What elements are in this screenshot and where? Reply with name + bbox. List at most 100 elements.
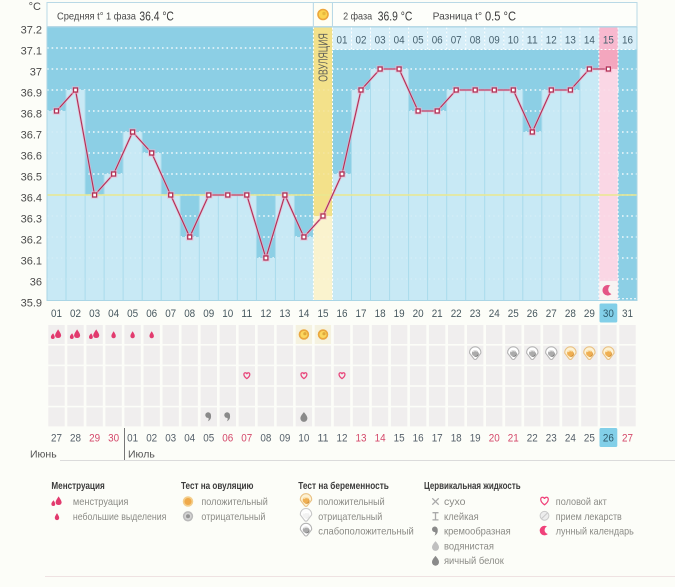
svg-text:кремообразная: кремообразная — [444, 526, 511, 538]
svg-text:37.2: 37.2 — [21, 25, 42, 37]
svg-text:положительный: положительный — [318, 496, 385, 508]
svg-text:24: 24 — [565, 432, 576, 444]
svg-text:36.7: 36.7 — [21, 130, 42, 142]
svg-text:14: 14 — [584, 35, 595, 47]
svg-text:05: 05 — [127, 308, 138, 320]
svg-text:15: 15 — [318, 308, 329, 320]
svg-text:23: 23 — [546, 432, 557, 444]
svg-text:°C: °C — [29, 1, 41, 13]
svg-text:10: 10 — [508, 35, 519, 47]
svg-text:2 фаза: 2 фаза — [343, 11, 372, 23]
svg-text:23: 23 — [470, 308, 481, 320]
svg-text:07: 07 — [165, 308, 176, 320]
svg-text:06: 06 — [146, 308, 157, 320]
svg-text:11: 11 — [241, 308, 252, 320]
svg-text:36.2: 36.2 — [21, 235, 42, 247]
svg-text:08: 08 — [470, 35, 481, 47]
svg-text:05: 05 — [203, 432, 214, 444]
svg-text:36: 36 — [30, 277, 42, 289]
svg-text:14: 14 — [375, 432, 386, 444]
svg-text:22: 22 — [527, 432, 538, 444]
svg-text:половой акт: половой акт — [556, 496, 607, 508]
svg-text:25: 25 — [584, 432, 595, 444]
svg-text:Средняя t° 1 фаза: Средняя t° 1 фаза — [57, 11, 136, 23]
svg-text:30: 30 — [108, 432, 119, 444]
svg-text:15: 15 — [603, 35, 614, 47]
svg-text:07: 07 — [451, 35, 462, 47]
svg-text:04: 04 — [108, 308, 119, 320]
svg-text:03: 03 — [89, 308, 100, 320]
svg-text:Тест на беременность: Тест на беременность — [298, 480, 389, 492]
svg-text:24: 24 — [489, 308, 500, 320]
svg-text:водянистая: водянистая — [444, 540, 494, 552]
svg-text:20: 20 — [413, 308, 424, 320]
svg-text:14: 14 — [298, 308, 309, 320]
svg-text:19: 19 — [470, 432, 481, 444]
svg-text:29: 29 — [584, 308, 595, 320]
svg-text:27: 27 — [51, 432, 62, 444]
svg-text:менструация: менструация — [73, 496, 128, 508]
svg-text:Июнь: Июнь — [30, 449, 57, 461]
svg-text:сухо: сухо — [444, 496, 466, 508]
svg-text:36.4 °C: 36.4 °C — [139, 9, 174, 24]
svg-text:22: 22 — [451, 308, 462, 320]
svg-text:Тест на овуляцию: Тест на овуляцию — [181, 480, 253, 492]
svg-text:отрицательный: отрицательный — [201, 511, 265, 523]
svg-text:25: 25 — [508, 308, 519, 320]
svg-text:27: 27 — [622, 432, 633, 444]
svg-text:02: 02 — [146, 432, 157, 444]
svg-text:08: 08 — [260, 432, 271, 444]
svg-text:37: 37 — [30, 67, 42, 79]
svg-text:Цервикальная жидкость: Цервикальная жидкость — [424, 480, 521, 492]
svg-text:05: 05 — [413, 35, 424, 47]
svg-text:12: 12 — [337, 432, 348, 444]
svg-text:02: 02 — [70, 308, 81, 320]
svg-text:21: 21 — [432, 308, 443, 320]
svg-text:11: 11 — [527, 35, 538, 47]
svg-text:17: 17 — [432, 432, 443, 444]
svg-text:02: 02 — [356, 35, 367, 47]
svg-text:0.5 °C: 0.5 °C — [485, 9, 516, 24]
svg-text:01: 01 — [127, 432, 138, 444]
svg-text:36.1: 36.1 — [21, 256, 42, 268]
svg-text:13: 13 — [279, 308, 290, 320]
svg-text:09: 09 — [489, 35, 500, 47]
svg-text:36.3: 36.3 — [21, 214, 42, 226]
svg-text:13: 13 — [356, 432, 367, 444]
svg-text:прием лекарств: прием лекарств — [556, 511, 622, 523]
svg-text:12: 12 — [260, 308, 271, 320]
svg-text:клейкая: клейкая — [444, 511, 479, 523]
svg-text:21: 21 — [508, 432, 519, 444]
svg-text:17: 17 — [356, 308, 367, 320]
svg-text:15: 15 — [394, 432, 405, 444]
svg-text:16: 16 — [622, 35, 633, 47]
svg-text:29: 29 — [89, 432, 100, 444]
svg-text:16: 16 — [413, 432, 424, 444]
svg-text:36.5: 36.5 — [21, 172, 42, 184]
svg-text:07: 07 — [241, 432, 252, 444]
svg-text:36.6: 36.6 — [21, 151, 42, 163]
svg-text:30: 30 — [603, 308, 614, 320]
svg-text:Разница t°: Разница t° — [433, 11, 483, 23]
svg-text:09: 09 — [203, 308, 214, 320]
svg-text:06: 06 — [432, 35, 443, 47]
svg-text:12: 12 — [546, 35, 557, 47]
svg-text:20: 20 — [489, 432, 500, 444]
svg-text:10: 10 — [298, 432, 309, 444]
svg-text:03: 03 — [165, 432, 176, 444]
svg-text:06: 06 — [222, 432, 233, 444]
svg-text:небольшие выделения: небольшие выделения — [73, 511, 166, 523]
svg-text:04: 04 — [394, 35, 405, 47]
svg-text:лунный календарь: лунный календарь — [556, 526, 634, 538]
svg-text:37.1: 37.1 — [21, 46, 42, 58]
svg-text:26: 26 — [527, 308, 538, 320]
svg-text:01: 01 — [51, 308, 62, 320]
svg-text:11: 11 — [318, 432, 329, 444]
svg-text:Менструация: Менструация — [51, 480, 104, 492]
svg-text:28: 28 — [70, 432, 81, 444]
svg-text:31: 31 — [622, 308, 633, 320]
svg-text:яичный белок: яичный белок — [444, 555, 504, 567]
svg-text:36.9 °C: 36.9 °C — [378, 9, 413, 24]
svg-text:36.8: 36.8 — [21, 109, 42, 121]
svg-text:слабоположительный: слабоположительный — [318, 526, 414, 538]
